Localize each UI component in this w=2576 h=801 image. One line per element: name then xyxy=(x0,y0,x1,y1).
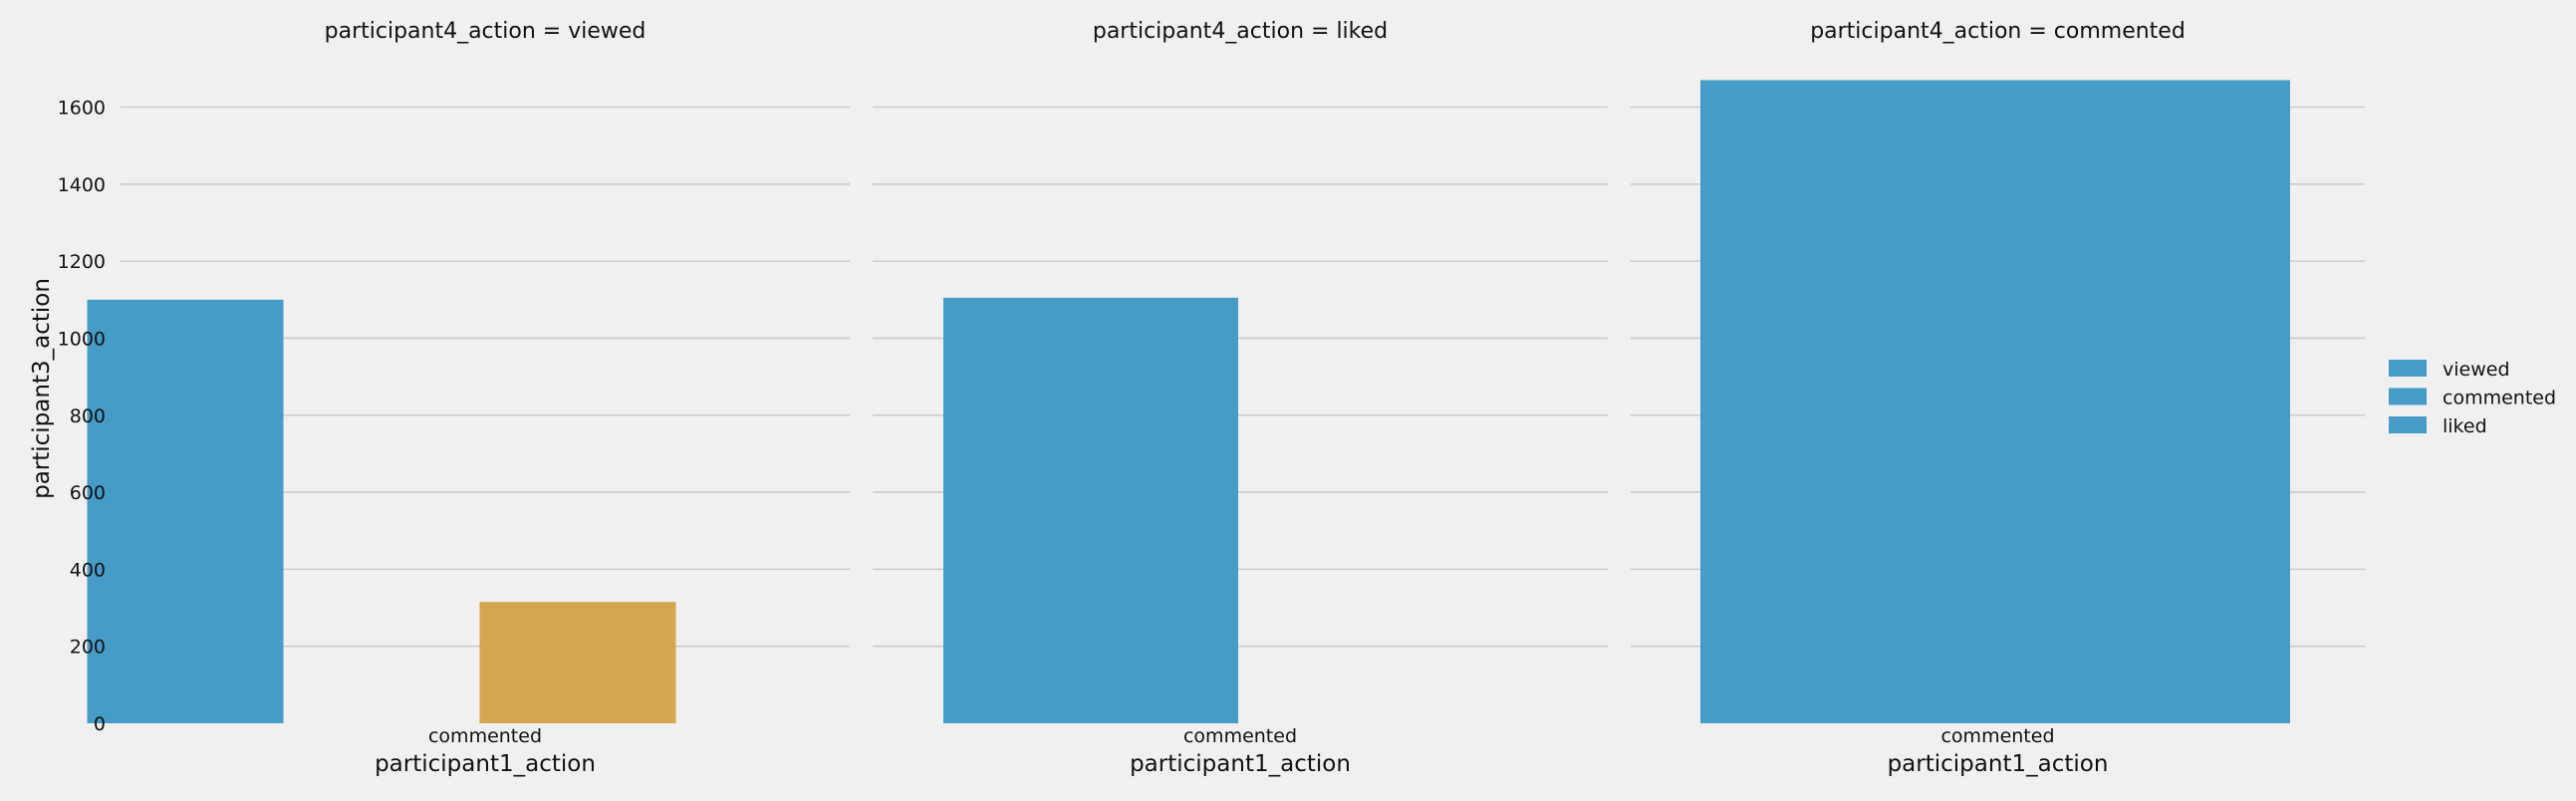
legend-label-1: commented xyxy=(2443,388,2556,409)
legend-label-0: viewed xyxy=(2443,359,2510,381)
y-tick-label-0: 0 xyxy=(94,713,106,735)
x-tick-label-0: commented xyxy=(428,725,542,747)
y-tick-label-1: 200 xyxy=(70,637,106,659)
y-axis-label: participant3_action xyxy=(29,278,55,499)
y-tick-label-2: 400 xyxy=(70,559,106,581)
x-axis-label-2: participant1_action xyxy=(1888,751,2109,777)
x-tick-label-2: commented xyxy=(1940,725,2054,747)
facet-title-0: participant4_action = viewed xyxy=(325,19,646,44)
y-tick-label-8: 1600 xyxy=(58,98,106,120)
facet-title-1: participant4_action = liked xyxy=(1093,19,1388,44)
y-tick-label-3: 600 xyxy=(70,482,106,504)
legend-label-2: liked xyxy=(2443,415,2487,437)
facet-title-2: participant4_action = commented xyxy=(1810,19,2186,44)
x-axis-label-0: participant1_action xyxy=(375,751,596,777)
bar-0-1 xyxy=(479,602,676,723)
y-tick-label-7: 1400 xyxy=(58,174,106,196)
legend-swatch-1 xyxy=(2389,388,2427,405)
bar-0-0 xyxy=(87,299,284,723)
x-axis-label-1: participant1_action xyxy=(1130,751,1351,777)
legend-swatch-0 xyxy=(2389,360,2427,377)
y-tick-label-6: 1200 xyxy=(58,251,106,273)
y-tick-label-4: 800 xyxy=(70,405,106,427)
bar-2-0 xyxy=(1700,80,2290,724)
x-tick-label-1: commented xyxy=(1183,725,1297,747)
bar-1-0 xyxy=(943,297,1238,723)
y-tick-label-5: 1000 xyxy=(58,328,106,350)
legend-swatch-2 xyxy=(2389,416,2427,433)
